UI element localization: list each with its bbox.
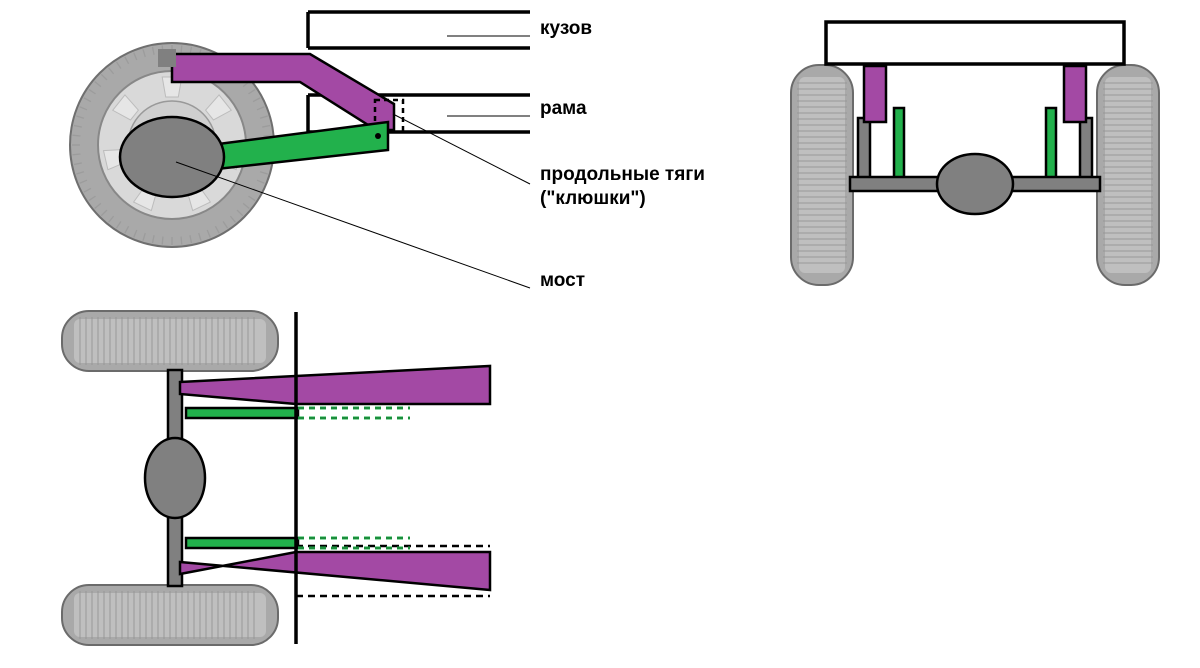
- label-most: мост: [540, 270, 585, 292]
- label-tyagi-2: ("клюшки"): [540, 188, 646, 210]
- suspension-diagram: [0, 0, 1200, 668]
- label-tyagi-1: продольные тяги: [540, 164, 705, 186]
- label-kuzov: кузов: [540, 18, 592, 40]
- label-rama: рама: [540, 98, 587, 120]
